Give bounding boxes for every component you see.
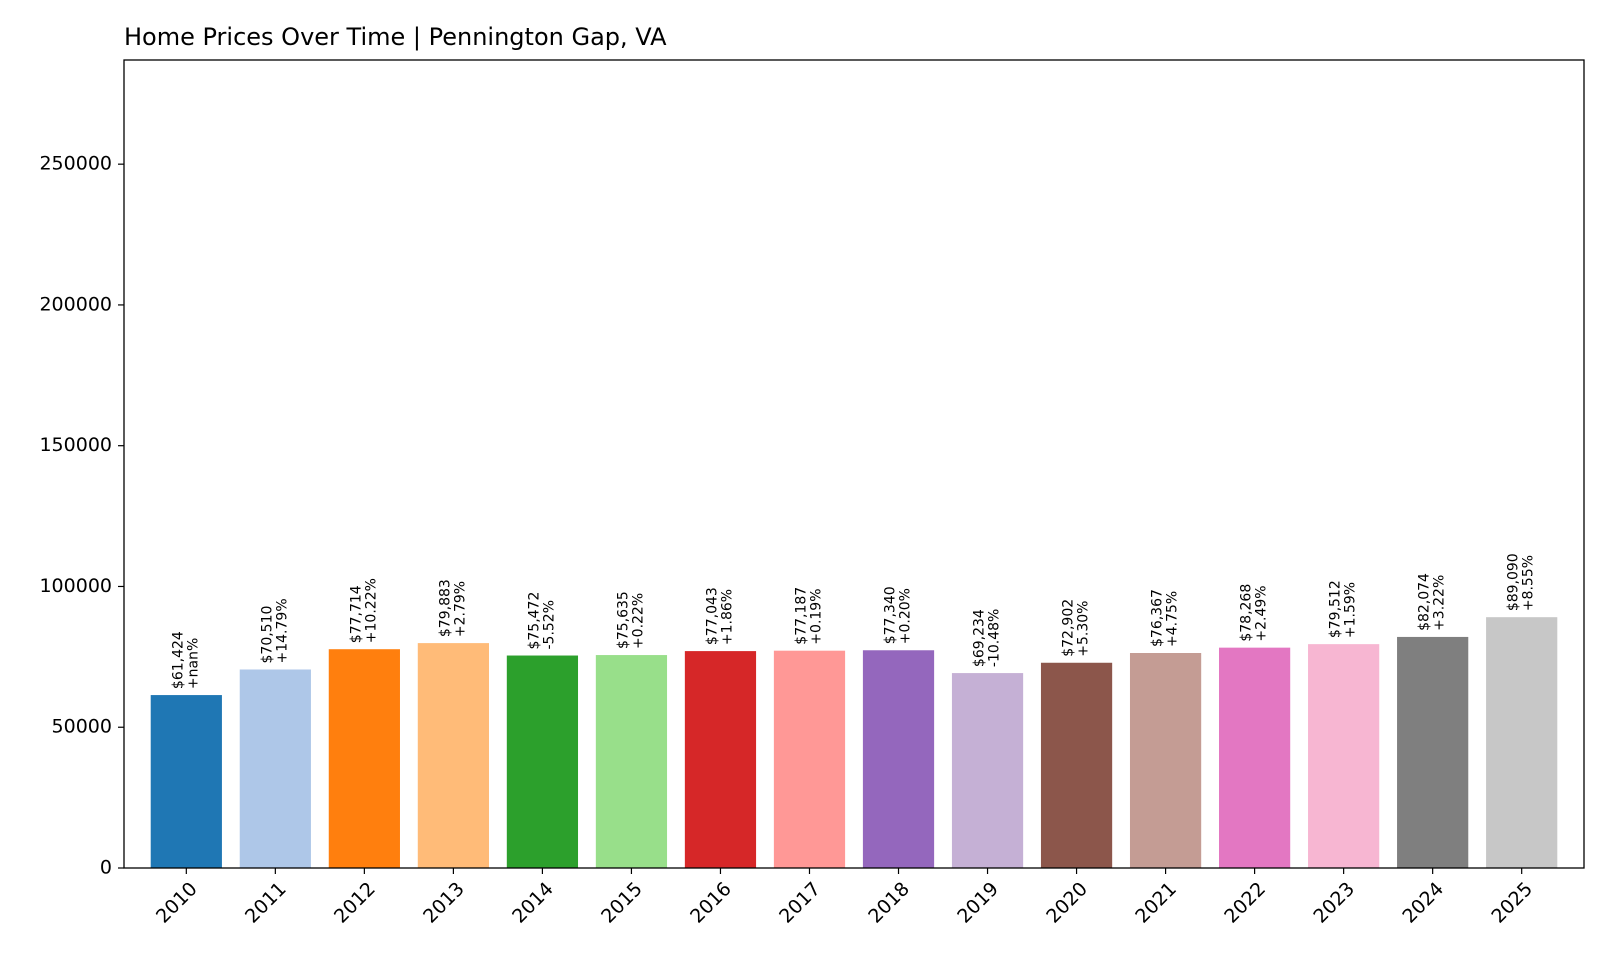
- bar-value-text: $77,714: [348, 585, 364, 643]
- bar-value-label: $75,472-5.52%: [526, 592, 557, 650]
- bar-2011: [239, 669, 311, 868]
- bar-value-text: $78,268: [1239, 584, 1255, 642]
- bar-value-text: $75,635: [615, 591, 631, 649]
- bar-change-text: +5.30%: [1076, 601, 1092, 657]
- bar-change-text: +8.55%: [1521, 555, 1537, 611]
- x-tick-label: 2025: [1487, 878, 1537, 928]
- y-axis: 0 50000 100000 150000 200000 250000: [39, 153, 124, 879]
- x-tick-label: 2019: [953, 878, 1003, 928]
- bar-value-label: $78,268+2.49%: [1239, 584, 1270, 642]
- bar-value-text: $77,340: [883, 586, 899, 644]
- bar-2023: [1308, 644, 1380, 868]
- bar-change-text: -10.48%: [987, 609, 1003, 667]
- bar-change-text: +3.22%: [1432, 575, 1448, 631]
- bar-change-text: +0.19%: [808, 588, 824, 644]
- bar-value-label: $82,074+3.22%: [1417, 573, 1448, 631]
- x-tick-label: 2017: [775, 878, 825, 928]
- bar-value-text: $61,424: [170, 631, 186, 689]
- bar-2013: [417, 643, 489, 868]
- bar-2012: [328, 649, 400, 868]
- bar-2016: [684, 651, 757, 868]
- bar-value-text: $79,512: [1328, 580, 1344, 638]
- bar-change-text: -5.52%: [541, 600, 557, 650]
- y-tick-label: 100000: [39, 575, 112, 597]
- bar-change-text: +2.79%: [452, 581, 468, 637]
- bar-value-label: $77,043+1.86%: [704, 587, 735, 645]
- bar-2021: [1129, 653, 1202, 868]
- x-tick-label: 2016: [686, 878, 736, 928]
- bar-value-text: $76,367: [1150, 589, 1166, 647]
- bar-value-text: $82,074: [1417, 573, 1433, 631]
- x-tick-label: 2010: [152, 878, 202, 928]
- bar-change-text: +4.75%: [1165, 591, 1181, 647]
- bar-value-label: $70,510+14.79%: [259, 598, 290, 663]
- y-tick-label: 0: [100, 857, 112, 879]
- bar-2015: [595, 655, 668, 868]
- bar-change-text: +1.86%: [719, 589, 735, 645]
- bar-value-text: $89,090: [1506, 553, 1522, 611]
- bar-value-label: $77,714+10.22%: [348, 578, 379, 643]
- x-axis: 2010 2011 2012 2013 2014 2015 2016 2017 2018 2019…: [152, 868, 1537, 928]
- bar-value-text: $72,902: [1061, 599, 1077, 657]
- x-tick-label: 2015: [597, 878, 647, 928]
- bar-change-text: +14.79%: [274, 598, 290, 663]
- bar-value-label: $79,512+1.59%: [1328, 580, 1359, 638]
- bar-value-label: $69,234-10.48%: [972, 609, 1003, 667]
- bar-2018: [862, 650, 935, 868]
- bar-change-text: +10.22%: [363, 578, 379, 643]
- x-tick-label: 2018: [864, 878, 914, 928]
- bar-value-text: $77,043: [704, 587, 720, 645]
- bar-value-text: $70,510: [259, 606, 275, 664]
- x-tick-label: 2011: [241, 878, 291, 928]
- bar-2019: [951, 673, 1024, 868]
- bar-change-text: +0.22%: [630, 593, 646, 649]
- plot-frame: [123, 59, 1585, 869]
- x-tick-label: 2014: [508, 878, 558, 928]
- chart-title: Home Prices Over Time | Pennington Gap, …: [124, 23, 667, 51]
- bar-change-text: +0.20%: [898, 588, 914, 644]
- bar-value-text: $69,234: [972, 609, 988, 667]
- bar-2025: [1486, 617, 1558, 868]
- x-tick-label: 2013: [419, 878, 469, 928]
- bar-change-text: +1.59%: [1343, 582, 1359, 638]
- x-tick-label: 2023: [1309, 878, 1359, 928]
- bar-value-label: $76,367+4.75%: [1150, 589, 1181, 647]
- bar-value-label: $89,090+8.55%: [1506, 553, 1537, 611]
- bar-value-text: $79,883: [437, 579, 453, 637]
- bar-change-text: +2.49%: [1254, 585, 1270, 641]
- x-tick-label: 2020: [1042, 878, 1092, 928]
- bar-value-label: $79,883+2.79%: [437, 579, 468, 637]
- bar-value-label: $77,187+0.19%: [793, 587, 824, 645]
- bar-2024: [1397, 636, 1469, 868]
- bar-value-label: $72,902+5.30%: [1061, 599, 1092, 657]
- x-tick-label: 2021: [1131, 878, 1181, 928]
- bars-layer: [150, 617, 1558, 868]
- bar-value-text: $77,187: [793, 587, 809, 645]
- bar-value-text: $75,472: [526, 592, 542, 650]
- bar-labels-layer: $61,424+nan% $70,510+14.79% $77,714+10.22%…: [170, 553, 1536, 689]
- x-tick-label: 2024: [1398, 878, 1448, 928]
- y-tick-label: 150000: [39, 434, 112, 456]
- x-tick-label: 2022: [1220, 878, 1270, 928]
- y-tick-label: 50000: [52, 716, 112, 738]
- bar-2020: [1040, 662, 1113, 868]
- bar-2010: [150, 695, 222, 868]
- bar-2022: [1219, 647, 1291, 868]
- bar-2017: [773, 650, 846, 868]
- bar-value-label: $61,424+nan%: [170, 631, 201, 689]
- bar-value-label: $75,635+0.22%: [615, 591, 646, 649]
- y-tick-label: 250000: [39, 153, 112, 175]
- y-tick-label: 200000: [39, 293, 112, 315]
- bar-value-label: $77,340+0.20%: [883, 586, 914, 644]
- x-tick-label: 2012: [330, 878, 380, 928]
- bar-change-text: +nan%: [185, 638, 201, 689]
- bar-2014: [506, 655, 579, 868]
